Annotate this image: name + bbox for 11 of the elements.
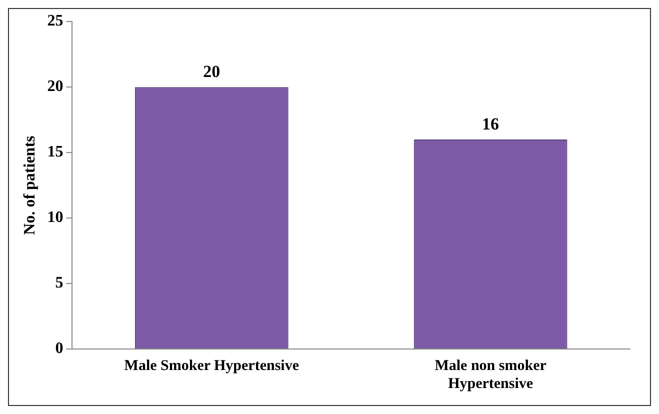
y-tick-label: 0 [55,340,64,358]
y-tick-label: 25 [47,12,64,30]
data-label: 16 [482,114,500,134]
y-tick-label: 5 [55,274,64,292]
x-tick-label: Male non smoker Hypertensive [434,358,547,392]
y-axis-title: No. of patients [22,136,39,235]
data-label: 20 [203,62,220,81]
y-tick-label: 15 [47,144,64,161]
x-tick-label: Male Smoker Hypertensive [124,358,300,374]
y-tick-label: 10 [47,209,64,226]
y-tick-label: 20 [47,78,64,96]
